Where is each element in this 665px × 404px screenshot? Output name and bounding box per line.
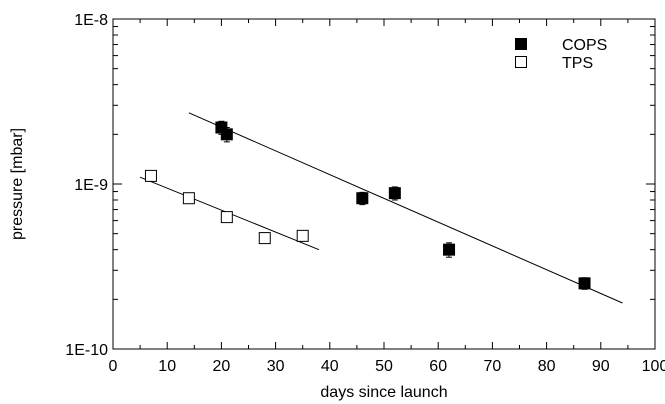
x-tick-label: 10 xyxy=(158,358,176,375)
legend-label-cops: COPS xyxy=(562,37,607,54)
legend-label-tps: TPS xyxy=(562,55,593,72)
point-tps xyxy=(144,169,157,182)
point-cops xyxy=(356,192,369,205)
y-axis-ticks: 1E-10 1E-9 1E-8 xyxy=(65,12,655,359)
y-tick-label: 1E-10 xyxy=(65,342,108,359)
data-points xyxy=(144,120,591,290)
x-axis-label: days since launch xyxy=(320,384,447,401)
y-tick-label: 1E-8 xyxy=(74,12,108,29)
point-tps xyxy=(258,232,271,245)
x-tick-label: 50 xyxy=(375,358,393,375)
point-tps xyxy=(182,192,195,205)
x-tick-label: 90 xyxy=(592,358,610,375)
x-tick-label: 0 xyxy=(109,358,118,375)
point-cops xyxy=(388,187,401,200)
y-tick-label: 1E-9 xyxy=(74,177,108,194)
legend-marker-tps xyxy=(515,56,527,68)
x-tick-label: 100 xyxy=(642,358,665,375)
fit-line-cops xyxy=(188,112,623,304)
point-cops xyxy=(443,243,456,256)
point-tps xyxy=(296,229,309,242)
point-tps xyxy=(220,211,233,224)
x-tick-label: 60 xyxy=(429,358,447,375)
point-cops xyxy=(578,277,591,290)
fit-lines xyxy=(139,112,623,304)
x-tick-label: 80 xyxy=(538,358,556,375)
x-tick-label: 40 xyxy=(321,358,339,375)
x-tick-label: 70 xyxy=(484,358,502,375)
y-axis-label: pressure [mbar] xyxy=(9,128,26,240)
x-tick-label: 30 xyxy=(267,358,285,375)
legend-marker-cops xyxy=(515,38,527,50)
x-axis-ticks: 0 10 20 30 40 50 60 70 80 90 100 xyxy=(109,19,665,375)
point-cops xyxy=(220,128,233,141)
x-tick-label: 20 xyxy=(213,358,231,375)
